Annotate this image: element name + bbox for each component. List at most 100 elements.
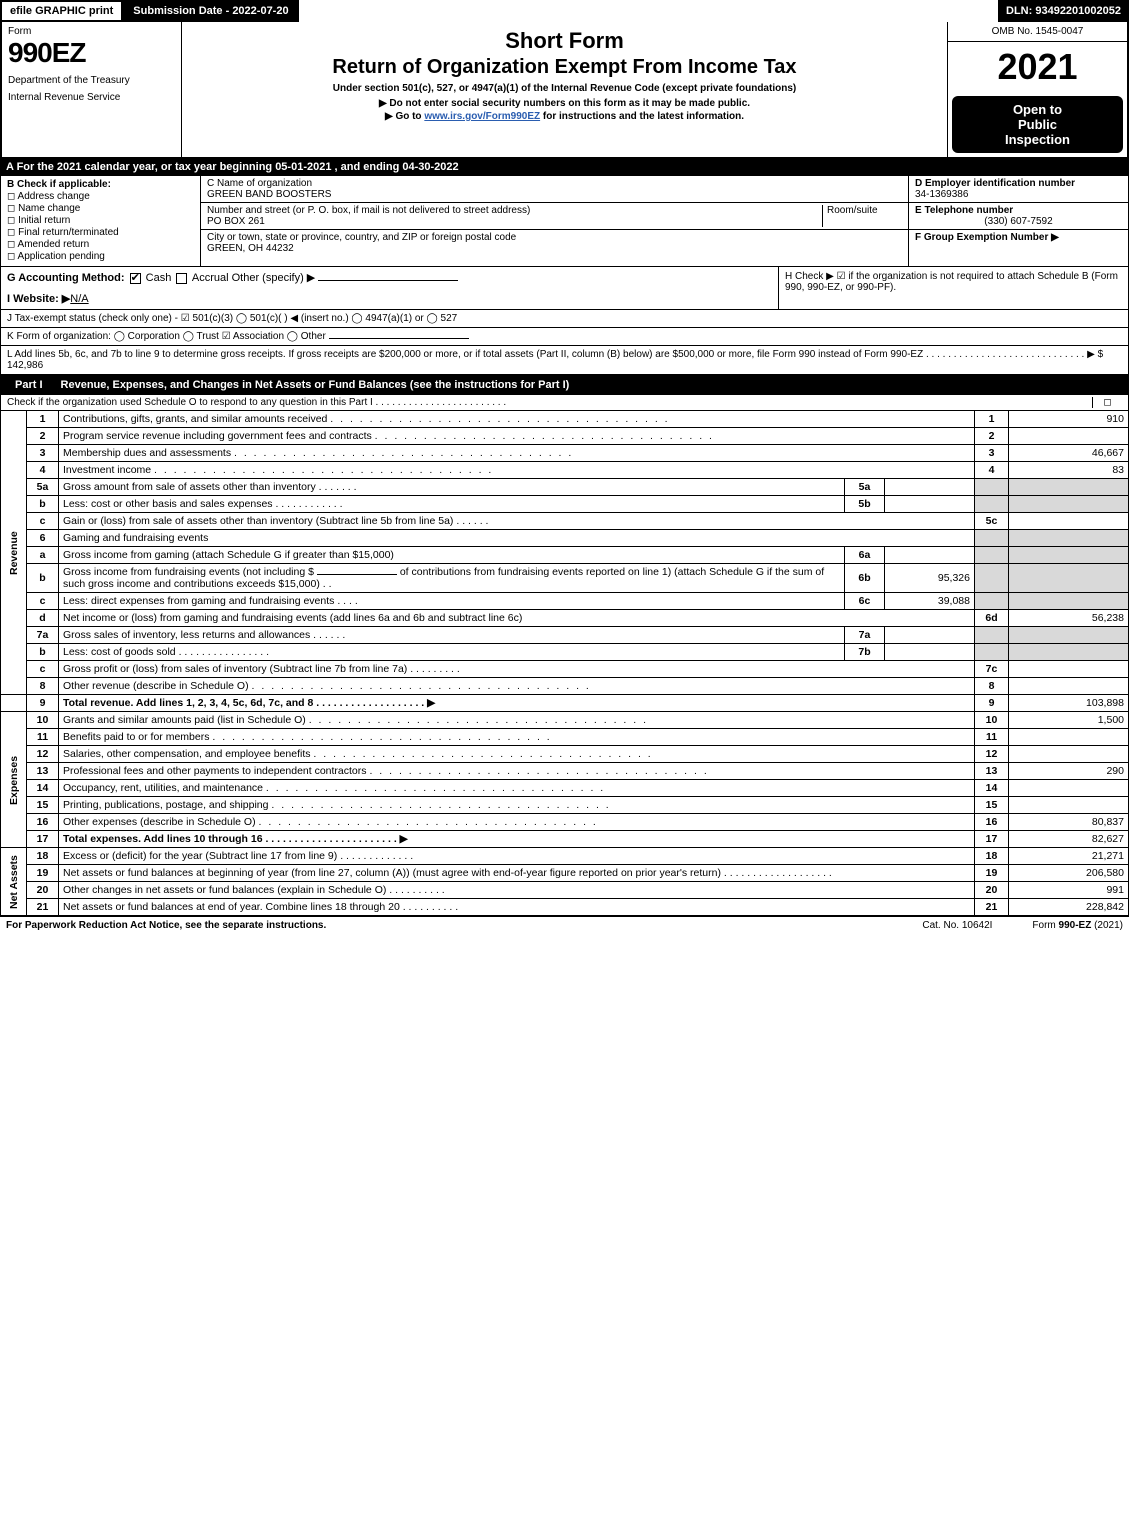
line-21: 21 Net assets or fund balances at end of…: [1, 899, 1129, 916]
line-2: 2 Program service revenue including gove…: [1, 428, 1129, 445]
line-13: 13 Professional fees and other payments …: [1, 763, 1129, 780]
part1-sub-box[interactable]: ◻: [1092, 397, 1122, 408]
org-address: PO BOX 261: [207, 216, 265, 227]
part1-label: Part I: [7, 379, 51, 391]
header-center: Short Form Return of Organization Exempt…: [182, 22, 947, 157]
netassets-side-label: Net Assets: [1, 848, 27, 916]
chk-name-change[interactable]: ◻ Name change: [7, 203, 194, 214]
open-public-badge: Open to Public Inspection: [952, 96, 1123, 153]
line-18: Net Assets 18 Excess or (deficit) for th…: [1, 848, 1129, 865]
line-6a: a Gross income from gaming (attach Sched…: [1, 547, 1129, 564]
line-3: 3 Membership dues and assessments 3 46,6…: [1, 445, 1129, 462]
l1-desc: Contributions, gifts, grants, and simila…: [63, 413, 327, 425]
line-5a: 5a Gross amount from sale of assets othe…: [1, 479, 1129, 496]
tax-year: 2021: [948, 42, 1127, 92]
i-label: I Website: ▶: [7, 293, 70, 305]
col-b-title: B Check if applicable:: [7, 179, 111, 190]
line-19: 19 Net assets or fund balances at beginn…: [1, 865, 1129, 882]
chk-initial-return[interactable]: ◻ Initial return: [7, 215, 194, 226]
dept-treasury: Department of the Treasury: [8, 75, 175, 86]
row-l-amount: 142,986: [7, 360, 43, 371]
line-1: Revenue 1 Contributions, gifts, grants, …: [1, 411, 1129, 428]
chk-cash[interactable]: [130, 273, 141, 284]
revenue-side-label: Revenue: [1, 411, 27, 695]
chk-application-pending[interactable]: ◻ Application pending: [7, 251, 194, 262]
line-16: 16 Other expenses (describe in Schedule …: [1, 814, 1129, 831]
line-5c: c Gain or (loss) from sale of assets oth…: [1, 513, 1129, 530]
footer-right: Form 990-EZ (2021): [1032, 920, 1123, 931]
other-org-line[interactable]: [329, 338, 469, 339]
part1-sub: Check if the organization used Schedule …: [0, 395, 1129, 410]
accounting-method: G Accounting Method: Cash Accrual Other …: [1, 267, 778, 309]
part1-header: Part I Revenue, Expenses, and Changes in…: [0, 375, 1129, 395]
chk-final-return[interactable]: ◻ Final return/terminated: [7, 227, 194, 238]
website-value: N/A: [70, 293, 88, 305]
line-6: 6 Gaming and fundraising events: [1, 530, 1129, 547]
line-9: 9 Total revenue. Add lines 1, 2, 3, 4, 5…: [1, 695, 1129, 712]
other-specify-line[interactable]: [318, 280, 458, 281]
line-17: 17 Total expenses. Add lines 10 through …: [1, 831, 1129, 848]
line-14: 14 Occupancy, rent, utilities, and maint…: [1, 780, 1129, 797]
row-l-gross-receipts: L Add lines 5b, 6c, and 7b to line 9 to …: [0, 346, 1129, 375]
city-label: City or town, state or province, country…: [207, 232, 516, 243]
org-city: GREEN, OH 44232: [207, 243, 294, 254]
row-g-h: G Accounting Method: Cash Accrual Other …: [0, 267, 1129, 310]
ein-block: D Employer identification number 34-1369…: [909, 176, 1128, 203]
open-line2: Public: [956, 117, 1119, 132]
room-label: Room/suite: [827, 205, 878, 216]
instr-no-ssn: ▶ Do not enter social security numbers o…: [192, 98, 937, 109]
part1-title: Revenue, Expenses, and Changes in Net As…: [61, 379, 570, 391]
l1-num: 1: [27, 411, 59, 428]
part1-table: Revenue 1 Contributions, gifts, grants, …: [0, 410, 1129, 916]
chk-accrual[interactable]: [176, 273, 187, 284]
form-header: Form 990EZ Department of the Treasury In…: [0, 22, 1129, 159]
return-title: Return of Organization Exempt From Incom…: [192, 56, 937, 79]
line-6c: c Less: direct expenses from gaming and …: [1, 593, 1129, 610]
form-label: Form: [8, 26, 175, 37]
header-left: Form 990EZ Department of the Treasury In…: [2, 22, 182, 157]
top-bar: efile GRAPHIC print Submission Date - 20…: [0, 0, 1129, 22]
org-name-label: C Name of organization: [207, 178, 312, 189]
line-6b: b Gross income from fundraising events (…: [1, 564, 1129, 593]
line-5b: b Less: cost or other basis and sales ex…: [1, 496, 1129, 513]
header-right: OMB No. 1545-0047 2021 Open to Public In…: [947, 22, 1127, 157]
ein-label: D Employer identification number: [915, 178, 1075, 189]
org-name-block: C Name of organization GREEN BAND BOOSTE…: [201, 176, 908, 203]
l1-val: 910: [1009, 411, 1129, 428]
row-l-text: L Add lines 5b, 6c, and 7b to line 9 to …: [7, 349, 1103, 360]
org-address-block: Number and street (or P. O. box, if mail…: [201, 203, 908, 230]
chk-amended-return[interactable]: ◻ Amended return: [7, 239, 194, 250]
col-c-org-info: C Name of organization GREEN BAND BOOSTE…: [201, 176, 908, 266]
short-form-title: Short Form: [192, 28, 937, 54]
addr-label: Number and street (or P. O. box, if mail…: [207, 205, 530, 216]
col-d-ids: D Employer identification number 34-1369…: [908, 176, 1128, 266]
line-8: 8 Other revenue (describe in Schedule O)…: [1, 678, 1129, 695]
tel-block: E Telephone number (330) 607-7592: [909, 203, 1128, 230]
tel-label: E Telephone number: [915, 205, 1013, 216]
row-k-form-org: K Form of organization: ◯ Corporation ◯ …: [0, 328, 1129, 346]
topbar-spacer: [299, 0, 998, 22]
section-bcdef: B Check if applicable: ◻ Address change …: [0, 175, 1129, 267]
org-city-block: City or town, state or province, country…: [201, 230, 908, 256]
chk-address-change[interactable]: ◻ Address change: [7, 191, 194, 202]
instr-post: for instructions and the latest informat…: [540, 111, 744, 122]
expenses-side-label: Expenses: [1, 712, 27, 848]
group-exemption-block: F Group Exemption Number ▶: [909, 230, 1128, 245]
irs-link[interactable]: www.irs.gov/Form990EZ: [424, 111, 540, 122]
dln-number: DLN: 93492201002052: [998, 0, 1129, 22]
line6b-blank[interactable]: [317, 574, 397, 575]
other-specify: Other (specify) ▶: [232, 272, 316, 284]
g-label: G Accounting Method:: [7, 272, 125, 284]
omb-number: OMB No. 1545-0047: [948, 22, 1127, 42]
instr-pre: ▶ Go to: [385, 111, 424, 122]
efile-print-label[interactable]: efile GRAPHIC print: [0, 0, 123, 22]
footer-center: Cat. No. 10642I: [922, 920, 992, 931]
line-7a: 7a Gross sales of inventory, less return…: [1, 627, 1129, 644]
under-section: Under section 501(c), 527, or 4947(a)(1)…: [192, 83, 937, 94]
org-name: GREEN BAND BOOSTERS: [207, 189, 331, 200]
group-label: F Group Exemption Number ▶: [915, 232, 1059, 243]
irs-label: Internal Revenue Service: [8, 92, 175, 103]
line-20: 20 Other changes in net assets or fund b…: [1, 882, 1129, 899]
h-schedule-b: H Check ▶ ☑ if the organization is not r…: [778, 267, 1128, 309]
part1-sub-text: Check if the organization used Schedule …: [7, 397, 1092, 408]
